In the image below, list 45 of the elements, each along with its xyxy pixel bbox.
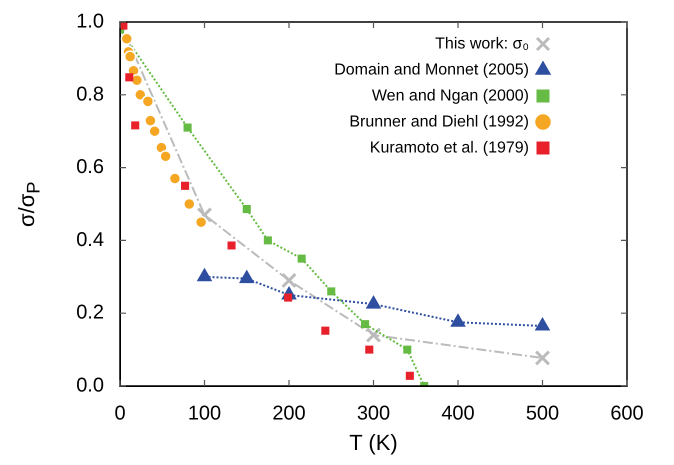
y-tick-label: 0.0 [76,374,104,397]
x-tick-label: 500 [526,402,560,425]
legend-label: This work: σ₀ [435,35,529,52]
point [406,372,414,380]
point [228,241,236,250]
point [365,346,374,354]
point [125,73,134,82]
point [124,50,136,63]
x-axis-title: T (K) [348,430,399,456]
point [284,294,292,302]
legend-label: Brunner and Diehl (1992) [349,113,529,130]
point [130,74,144,86]
point [142,95,154,108]
y-tick-label: 0.6 [76,156,104,178]
legend-label: Wen and Ngan (2000) [372,87,529,104]
point [281,272,297,288]
point [321,326,330,335]
x-tick-label: 0 [114,402,126,425]
point [194,216,208,228]
point [361,320,370,328]
point [168,172,182,185]
point [366,327,382,343]
x-tick-label: 400 [441,402,475,425]
legend-label: Kuramoto et al. (1979) [370,139,529,156]
point [242,205,251,214]
point [534,350,550,366]
point [327,287,336,296]
y-tick-label: 0.4 [76,228,104,251]
point [181,182,190,190]
point [131,121,140,130]
point [159,150,172,163]
point [298,254,306,263]
x-tick-label: 300 [356,402,390,425]
x-tick-label: 200 [272,402,306,425]
point [144,114,157,127]
y-tick-label: 0.2 [76,302,104,324]
point [264,236,272,244]
legend-label: Domain and Monnet (2005) [334,61,529,78]
y-tick-label: 0.8 [76,83,104,106]
point [403,346,412,354]
point [196,207,212,223]
point [184,124,192,132]
x-tick-label: 100 [188,402,222,425]
x-tick-label: 600 [610,402,644,425]
y-tick-label: 1.0 [76,10,104,33]
